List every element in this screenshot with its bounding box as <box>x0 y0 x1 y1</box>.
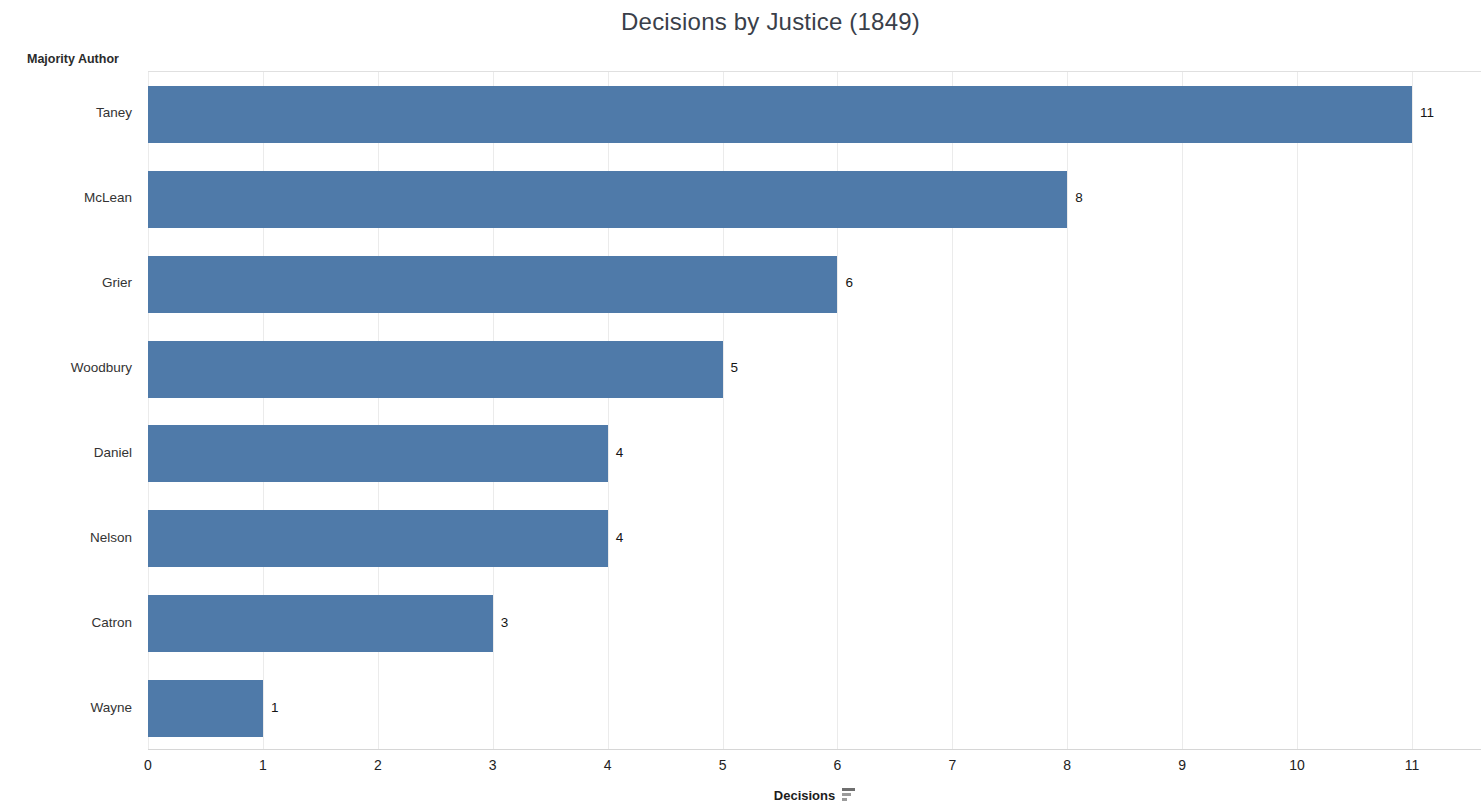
x-tick-label: 2 <box>348 757 408 773</box>
bar-mclean[interactable] <box>148 171 1067 228</box>
bar-taney[interactable] <box>148 86 1412 143</box>
x-axis: 01234567891011 <box>148 757 1481 777</box>
bar-woodbury[interactable] <box>148 341 723 398</box>
x-tick-label: 1 <box>233 757 293 773</box>
value-label: 4 <box>616 445 624 460</box>
category-label-daniel[interactable]: Daniel <box>0 445 132 460</box>
sort-bar-medium <box>842 793 851 796</box>
value-label: 11 <box>1420 105 1434 120</box>
bar-daniel[interactable] <box>148 425 608 482</box>
category-label-grier[interactable]: Grier <box>0 275 132 290</box>
x-axis-title-text: Decisions <box>774 788 835 803</box>
bar-nelson[interactable] <box>148 510 608 567</box>
category-label-woodbury[interactable]: Woodbury <box>0 360 132 375</box>
x-tick-label: 10 <box>1267 757 1327 773</box>
x-tick-label: 9 <box>1152 757 1212 773</box>
bar-row: Nelson4 <box>148 496 1481 581</box>
x-axis-title[interactable]: Decisions <box>148 788 1481 803</box>
bar-grier[interactable] <box>148 256 837 313</box>
x-tick-label: 0 <box>118 757 178 773</box>
category-label-catron[interactable]: Catron <box>0 615 132 630</box>
x-tick-label: 6 <box>807 757 867 773</box>
plot-area: Taney11McLean8Grier6Woodbury5Daniel4Nels… <box>148 71 1481 750</box>
bar-row: Daniel4 <box>148 412 1481 497</box>
x-tick-label: 11 <box>1382 757 1442 773</box>
value-label: 5 <box>731 360 739 375</box>
category-label-wayne[interactable]: Wayne <box>0 700 132 715</box>
category-label-mclean[interactable]: McLean <box>0 190 132 205</box>
bar-catron[interactable] <box>148 595 493 652</box>
value-label: 1 <box>271 700 279 715</box>
category-label-nelson[interactable]: Nelson <box>0 530 132 545</box>
value-label: 3 <box>501 615 509 630</box>
chart-container: Decisions by Justice (1849) Majority Aut… <box>0 0 1481 811</box>
bar-row: Grier6 <box>148 242 1481 327</box>
chart-title: Decisions by Justice (1849) <box>60 8 1481 36</box>
value-label: 6 <box>845 275 853 290</box>
bar-wayne[interactable] <box>148 680 263 737</box>
row-axis-field-label[interactable]: Majority Author <box>27 52 119 66</box>
x-tick-label: 4 <box>578 757 638 773</box>
sort-bar-short <box>842 798 847 801</box>
value-label: 8 <box>1075 190 1083 205</box>
x-tick-label: 7 <box>922 757 982 773</box>
x-tick-label: 8 <box>1037 757 1097 773</box>
category-label-taney[interactable]: Taney <box>0 105 132 120</box>
value-label: 4 <box>616 530 624 545</box>
bar-row: Taney11 <box>148 72 1481 157</box>
x-tick-label: 5 <box>693 757 753 773</box>
x-tick-label: 3 <box>463 757 523 773</box>
bar-row: McLean8 <box>148 157 1481 242</box>
bar-row: Wayne1 <box>148 666 1481 751</box>
bar-row: Catron3 <box>148 581 1481 666</box>
sort-bar-long <box>842 788 855 791</box>
sort-descending-icon[interactable] <box>842 788 855 801</box>
bar-row: Woodbury5 <box>148 327 1481 412</box>
